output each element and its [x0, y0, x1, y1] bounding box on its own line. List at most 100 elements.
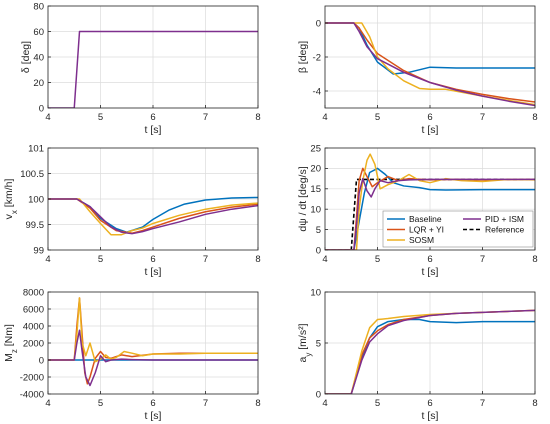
y-tick-label: 40 [33, 52, 44, 63]
series-group [325, 22, 535, 107]
series-group [48, 30, 258, 108]
series-line-pid [325, 177, 535, 250]
y-tick-label: 2000 [23, 338, 44, 349]
series-line-sosm [325, 153, 535, 250]
series-line-lqr [325, 22, 535, 103]
x-tick-label: 6 [427, 254, 432, 265]
x-tick-label: 7 [480, 398, 485, 409]
y-tick-label: 20 [33, 78, 44, 89]
chart-ay: 4 5 6 7 8 0 5 10 t [s] ay [m/s²] [297, 287, 538, 422]
x-tick-label: 7 [480, 112, 485, 123]
chart-vx: 4 5 6 7 8 99 99.5 100 100.5 101 t [s] vx [km/h] [3, 143, 261, 278]
y-axis-label: δ [deg] [20, 41, 32, 73]
legend-label-lqr: LQR + YI [409, 225, 444, 235]
y-tick-label: -4000 [20, 389, 44, 400]
y-axis-label: Mz [Nm] [3, 324, 19, 362]
x-tick-label: 6 [150, 398, 155, 409]
x-tick-label: 8 [255, 398, 260, 409]
y-axis-label: vx [km/h] [3, 179, 19, 220]
y-tick-label: 100 [28, 194, 44, 205]
y-tick-label: 101 [28, 143, 44, 154]
x-axis-label: t [s] [145, 266, 162, 278]
chart-yawrate: 4 5 6 7 8 0 5 10 15 20 25 t [s] dψ / dt [deg/s] Basel… [297, 143, 538, 278]
y-tick-label: 5 [316, 225, 321, 236]
x-tick-label: 8 [532, 112, 537, 123]
x-tick-label: 6 [427, 112, 432, 123]
x-tick-label: 4 [322, 254, 327, 265]
y-axis-label: β [deg] [297, 41, 309, 73]
legend-label-baseline: Baseline [409, 214, 442, 224]
series-line-lqr [48, 198, 258, 234]
x-tick-label: 4 [45, 398, 50, 409]
series-line-pid [48, 30, 258, 108]
x-tick-label: 6 [150, 112, 155, 123]
y-tick-label: 0 [316, 389, 321, 400]
y-tick-label: 100.5 [20, 169, 44, 180]
series-line-sosm [48, 198, 258, 236]
series-line-sosm [48, 297, 258, 363]
series-line-pid [48, 329, 258, 387]
x-tick-label: 8 [532, 398, 537, 409]
series-line-baseline [325, 167, 535, 250]
series-group [48, 196, 258, 236]
legend-label-sosm: SOSM [409, 235, 434, 245]
x-tick-label: 8 [255, 254, 260, 265]
y-tick-label: 0 [316, 18, 321, 29]
x-axis-label: t [s] [145, 410, 162, 422]
x-axis-label: t [s] [422, 410, 439, 422]
x-axis-label: t [s] [145, 124, 162, 136]
y-tick-label: 20 [310, 164, 321, 175]
y-tick-label: -2000 [20, 372, 44, 383]
x-tick-label: 5 [375, 254, 380, 265]
series-line-pid [48, 198, 258, 235]
x-tick-label: 5 [98, 112, 103, 123]
y-tick-label: 8000 [23, 287, 44, 298]
x-tick-label: 5 [98, 398, 103, 409]
chart-beta: 4 5 6 7 8 -4 -2 0 t [s] β [deg] [297, 5, 538, 136]
y-tick-label: 10 [310, 287, 321, 298]
series-group [325, 309, 535, 394]
chart-mz: 4 5 6 7 8 -4000 -2000 0 2000 4000 6000 8000 t [s] Mz … [3, 287, 261, 422]
y-tick-label: 6000 [23, 304, 44, 315]
x-axis-label: t [s] [422, 266, 439, 278]
y-tick-label: 0 [39, 355, 44, 366]
x-tick-label: 7 [203, 254, 208, 265]
y-axis-label: dψ / dt [deg/s] [297, 166, 309, 231]
x-tick-label: 5 [98, 254, 103, 265]
series-group [325, 153, 535, 250]
legend: Baseline PID + ISM LQR + YI Reference SOSM [382, 210, 534, 248]
x-tick-label: 5 [375, 398, 380, 409]
y-axis-label: ay [m/s²] [297, 323, 313, 362]
series-line-pid [325, 309, 535, 394]
y-tick-label: 15 [310, 184, 321, 195]
x-tick-label: 6 [427, 398, 432, 409]
x-tick-label: 5 [375, 112, 380, 123]
series-line-pid [325, 22, 535, 107]
y-tick-label: 25 [310, 143, 321, 154]
legend-label-pid: PID + ISM [485, 214, 524, 224]
x-tick-label: 8 [255, 112, 260, 123]
legend-box [382, 210, 534, 248]
y-tick-label: -4 [313, 86, 321, 97]
series-line-sosm [325, 22, 535, 106]
y-tick-label: 10 [310, 205, 321, 216]
series-line-reference [325, 178, 535, 250]
x-axis-label: t [s] [422, 124, 439, 136]
series-group [48, 297, 258, 387]
y-tick-label: 4000 [23, 321, 44, 332]
x-tick-label: 7 [203, 112, 208, 123]
y-tick-label: 0 [316, 245, 321, 256]
x-tick-label: 4 [322, 398, 327, 409]
y-tick-label: 80 [33, 1, 44, 12]
x-tick-label: 4 [322, 112, 327, 123]
x-tick-label: 7 [203, 398, 208, 409]
y-tick-label: 99 [33, 245, 44, 256]
x-tick-label: 4 [45, 112, 50, 123]
y-tick-label: 0 [39, 103, 44, 114]
x-tick-label: 6 [150, 254, 155, 265]
x-tick-label: 8 [532, 254, 537, 265]
y-tick-label: 5 [316, 338, 321, 349]
y-tick-label: -2 [313, 52, 321, 63]
